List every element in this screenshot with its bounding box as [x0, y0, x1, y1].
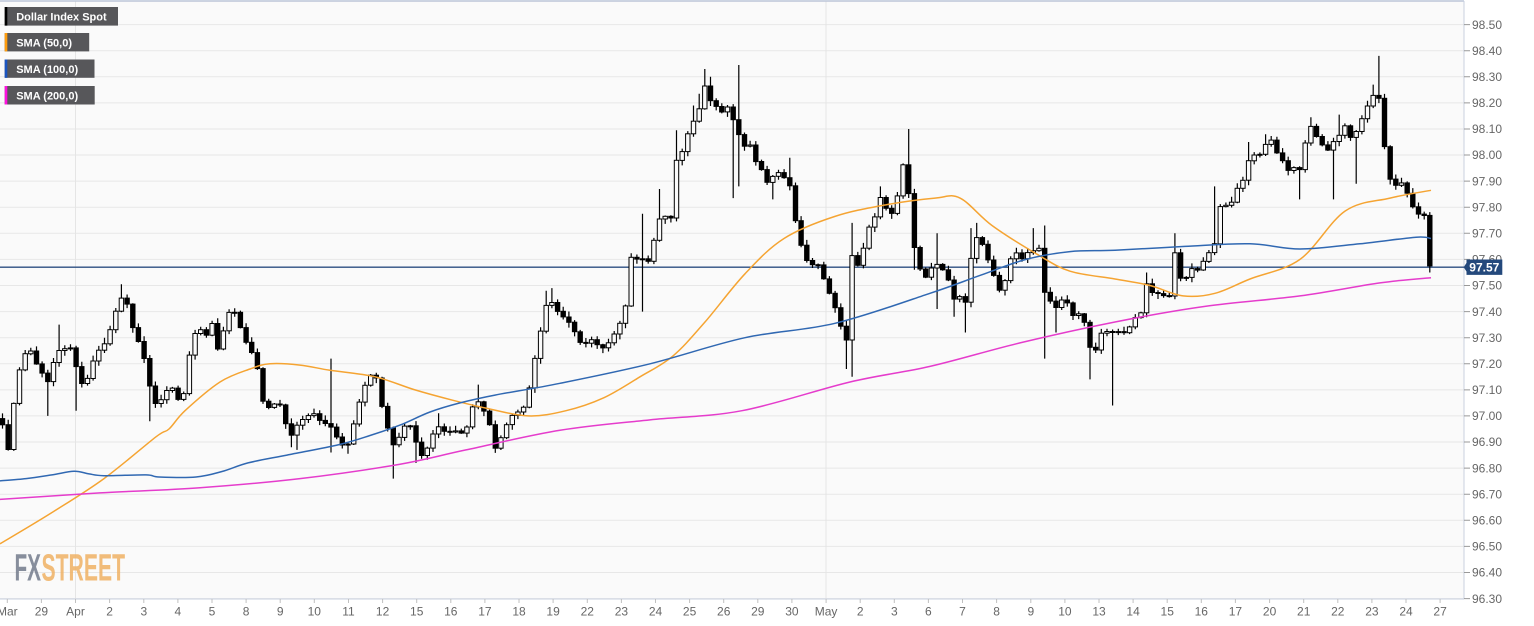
- svg-text:97.30: 97.30: [1472, 331, 1502, 345]
- svg-text:10: 10: [308, 605, 322, 619]
- svg-text:6: 6: [925, 605, 932, 619]
- svg-text:May: May: [815, 605, 838, 619]
- svg-text:30: 30: [785, 605, 799, 619]
- svg-text:17: 17: [478, 605, 492, 619]
- svg-text:12: 12: [376, 605, 390, 619]
- svg-text:SMA (100,0): SMA (100,0): [16, 64, 78, 76]
- svg-text:96.30: 96.30: [1472, 592, 1502, 606]
- svg-text:11: 11: [342, 605, 355, 619]
- svg-text:16: 16: [1195, 605, 1209, 619]
- svg-text:98.10: 98.10: [1472, 122, 1502, 136]
- svg-text:29: 29: [35, 605, 49, 619]
- svg-text:97.50: 97.50: [1472, 279, 1502, 293]
- svg-text:9: 9: [277, 605, 284, 619]
- svg-text:25: 25: [683, 605, 697, 619]
- svg-text:96.90: 96.90: [1472, 435, 1502, 449]
- svg-text:14: 14: [1126, 605, 1140, 619]
- svg-text:96.70: 96.70: [1472, 487, 1502, 501]
- svg-text:Apr: Apr: [66, 605, 85, 619]
- svg-text:9: 9: [1027, 605, 1034, 619]
- svg-text:96.80: 96.80: [1472, 461, 1502, 475]
- svg-text:2: 2: [857, 605, 864, 619]
- svg-text:97.10: 97.10: [1472, 383, 1502, 397]
- svg-text:26: 26: [717, 605, 731, 619]
- svg-text:22: 22: [1331, 605, 1345, 619]
- svg-text:3: 3: [140, 605, 147, 619]
- svg-text:21: 21: [1297, 605, 1311, 619]
- svg-text:27: 27: [1433, 605, 1447, 619]
- svg-text:15: 15: [1161, 605, 1175, 619]
- svg-text:13: 13: [1092, 605, 1106, 619]
- svg-text:10: 10: [1058, 605, 1072, 619]
- svg-text:97.20: 97.20: [1472, 357, 1502, 371]
- svg-text:8: 8: [993, 605, 1000, 619]
- svg-text:29: 29: [751, 605, 765, 619]
- svg-text:98.30: 98.30: [1472, 70, 1502, 84]
- svg-text:19: 19: [546, 605, 560, 619]
- svg-text:15: 15: [410, 605, 424, 619]
- svg-text:8: 8: [243, 605, 250, 619]
- svg-text:23: 23: [615, 605, 629, 619]
- svg-text:18: 18: [512, 605, 526, 619]
- svg-text:16: 16: [444, 605, 458, 619]
- svg-text:5: 5: [209, 605, 216, 619]
- svg-text:98.20: 98.20: [1472, 96, 1502, 110]
- svg-text:Dollar Index Spot: Dollar Index Spot: [16, 12, 107, 24]
- svg-text:FX: FX: [15, 548, 42, 590]
- svg-text:98.00: 98.00: [1472, 148, 1502, 162]
- svg-text:98.40: 98.40: [1472, 44, 1502, 58]
- svg-text:7: 7: [959, 605, 966, 619]
- svg-text:23: 23: [1365, 605, 1379, 619]
- svg-text:97.80: 97.80: [1472, 200, 1502, 214]
- svg-text:97.40: 97.40: [1472, 305, 1502, 319]
- svg-text:24: 24: [1399, 605, 1413, 619]
- svg-text:96.50: 96.50: [1472, 540, 1502, 554]
- svg-text:97.00: 97.00: [1472, 409, 1502, 423]
- svg-text:17: 17: [1229, 605, 1243, 619]
- svg-text:97.57: 97.57: [1469, 261, 1499, 275]
- svg-text:20: 20: [1263, 605, 1277, 619]
- svg-text:96.60: 96.60: [1472, 514, 1502, 528]
- svg-text:STREET: STREET: [42, 548, 126, 590]
- svg-text:24: 24: [649, 605, 663, 619]
- svg-text:98.50: 98.50: [1472, 18, 1502, 32]
- svg-text:22: 22: [581, 605, 595, 619]
- svg-text:4: 4: [175, 605, 182, 619]
- svg-text:Mar: Mar: [0, 605, 18, 619]
- svg-text:2: 2: [106, 605, 113, 619]
- svg-text:97.90: 97.90: [1472, 174, 1502, 188]
- svg-text:SMA (50,0): SMA (50,0): [16, 37, 72, 49]
- svg-text:97.70: 97.70: [1472, 227, 1502, 241]
- svg-text:3: 3: [891, 605, 898, 619]
- svg-text:96.40: 96.40: [1472, 566, 1502, 580]
- svg-text:SMA (200,0): SMA (200,0): [16, 91, 78, 103]
